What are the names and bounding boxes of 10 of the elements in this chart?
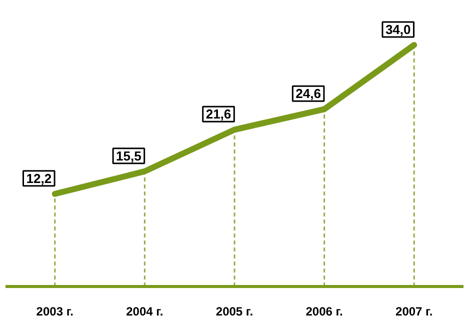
data-label: 24,6 xyxy=(296,86,321,102)
data-label: 12,2 xyxy=(26,170,52,186)
x-tick-label: 2003 г. xyxy=(36,304,74,318)
x-tick-label: 2007 г. xyxy=(396,304,433,318)
data-label: 15,5 xyxy=(116,148,142,164)
data-label: 21,6 xyxy=(206,106,232,122)
x-tick-label: 2005 г. xyxy=(216,304,254,318)
data-label: 34,0 xyxy=(385,22,411,37)
x-tick-label: 2006 г. xyxy=(306,304,343,318)
x-tick-label: 2004 г. xyxy=(126,304,164,318)
